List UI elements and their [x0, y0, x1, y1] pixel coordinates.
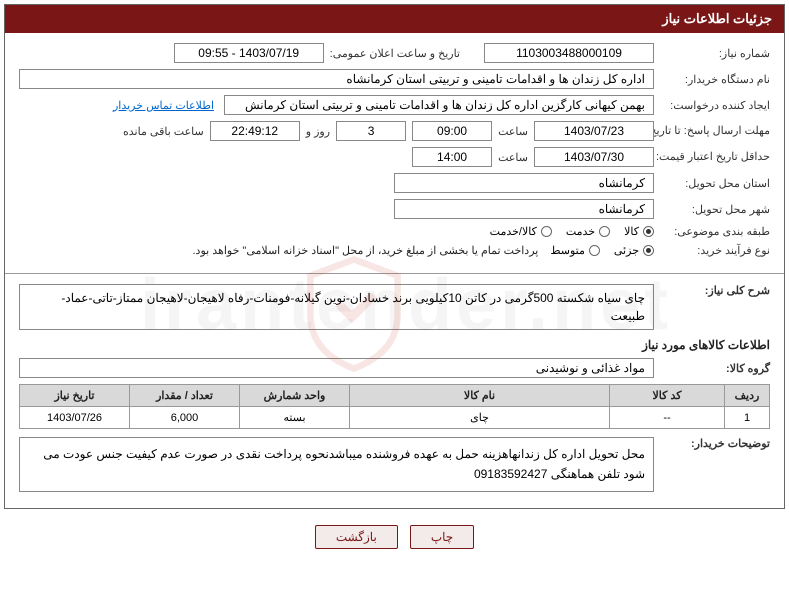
label-remaining: ساعت باقی مانده: [123, 125, 204, 138]
label-buyer-notes: توضیحات خریدار:: [660, 437, 770, 450]
panel-title: جزئیات اطلاعات نیاز: [5, 5, 784, 33]
label-description: شرح کلی نیاز:: [660, 284, 770, 297]
payment-note: پرداخت تمام یا بخشی از مبلغ خرید، از محل…: [193, 244, 539, 257]
radio-dot-icon: [643, 226, 654, 237]
radio-dot-icon: [643, 245, 654, 256]
field-need-no: 1103003488000109: [484, 43, 654, 63]
field-announce: 1403/07/19 - 09:55: [174, 43, 324, 63]
th-name: نام کالا: [350, 385, 610, 407]
field-deadline-time: 09:00: [412, 121, 492, 141]
link-buyer-contact[interactable]: اطلاعات تماس خریدار: [113, 99, 214, 112]
label-city: شهر محل تحویل:: [660, 203, 770, 216]
radio-group-category: کالا خدمت کالا/خدمت: [490, 225, 654, 238]
cell-idx: 1: [725, 407, 770, 429]
goods-table: ردیف کد کالا نام کالا واحد شمارش تعداد /…: [19, 384, 770, 429]
radio-service[interactable]: خدمت: [566, 225, 610, 238]
field-days-left: 3: [336, 121, 406, 141]
th-row: ردیف: [725, 385, 770, 407]
th-need-date: تاریخ نیاز: [20, 385, 130, 407]
back-button[interactable]: بازگشت: [315, 525, 398, 549]
label-province: استان محل تحویل:: [660, 177, 770, 190]
field-city: کرمانشاه: [394, 199, 654, 219]
field-buyer-notes: محل تحویل اداره کل زندانهاهزینه حمل به ع…: [19, 437, 654, 492]
print-button[interactable]: چاپ: [410, 525, 474, 549]
field-validity-time: 14:00: [412, 147, 492, 167]
radio-goods[interactable]: کالا: [624, 225, 654, 238]
cell-name: چای: [350, 407, 610, 429]
table-row: 1 -- چای بسته 6,000 1403/07/26: [20, 407, 770, 429]
field-province: کرمانشاه: [394, 173, 654, 193]
radio-medium[interactable]: متوسط: [550, 244, 600, 257]
field-countdown: 22:49:12: [210, 121, 300, 141]
label-process: نوع فرآیند خرید:: [660, 244, 770, 257]
details-panel: جزئیات اطلاعات نیاز شماره نیاز: 11030034…: [4, 4, 785, 509]
field-description: چای سیاه شکسته 500گرمی در کاتن 10کیلویی …: [19, 284, 654, 330]
radio-minor[interactable]: جزئی: [614, 244, 654, 257]
th-qty: تعداد / مقدار: [130, 385, 240, 407]
label-buyer-org: نام دستگاه خریدار:: [660, 73, 770, 86]
label-goods-group: گروه کالا:: [660, 362, 770, 375]
goods-info-title: اطلاعات کالاهای مورد نیاز: [19, 338, 770, 352]
radio-goods-service[interactable]: کالا/خدمت: [490, 225, 552, 238]
label-hour-2: ساعت: [498, 151, 528, 164]
label-requester: ایجاد کننده درخواست:: [660, 99, 770, 112]
label-days-and: روز و: [306, 125, 330, 138]
label-deadline: مهلت ارسال پاسخ: تا تاریخ:: [660, 124, 770, 138]
field-validity-date: 1403/07/30: [534, 147, 654, 167]
label-hour-1: ساعت: [498, 125, 528, 138]
label-announce: تاریخ و ساعت اعلان عمومی:: [330, 47, 460, 60]
footer-buttons: چاپ بازگشت: [0, 513, 789, 559]
field-deadline-date: 1403/07/23: [534, 121, 654, 141]
field-requester: بهمن کیهانی کارگزین اداره کل زندان ها و …: [224, 95, 654, 115]
radio-dot-icon: [599, 226, 610, 237]
radio-dot-icon: [589, 245, 600, 256]
label-validity: حداقل تاریخ اعتبار قیمت: تا تاریخ:: [660, 150, 770, 164]
label-need-no: شماره نیاز:: [660, 47, 770, 60]
field-goods-group: مواد غذائی و نوشیدنی: [19, 358, 654, 378]
radio-group-process: جزئی متوسط: [550, 244, 654, 257]
cell-qty: 6,000: [130, 407, 240, 429]
label-category: طبقه بندی موضوعی:: [660, 225, 770, 238]
field-buyer-org: اداره کل زندان ها و اقدامات تامینی و ترب…: [19, 69, 654, 89]
radio-dot-icon: [541, 226, 552, 237]
th-unit: واحد شمارش: [240, 385, 350, 407]
cell-unit: بسته: [240, 407, 350, 429]
th-code: کد کالا: [610, 385, 725, 407]
cell-need-date: 1403/07/26: [20, 407, 130, 429]
cell-code: --: [610, 407, 725, 429]
